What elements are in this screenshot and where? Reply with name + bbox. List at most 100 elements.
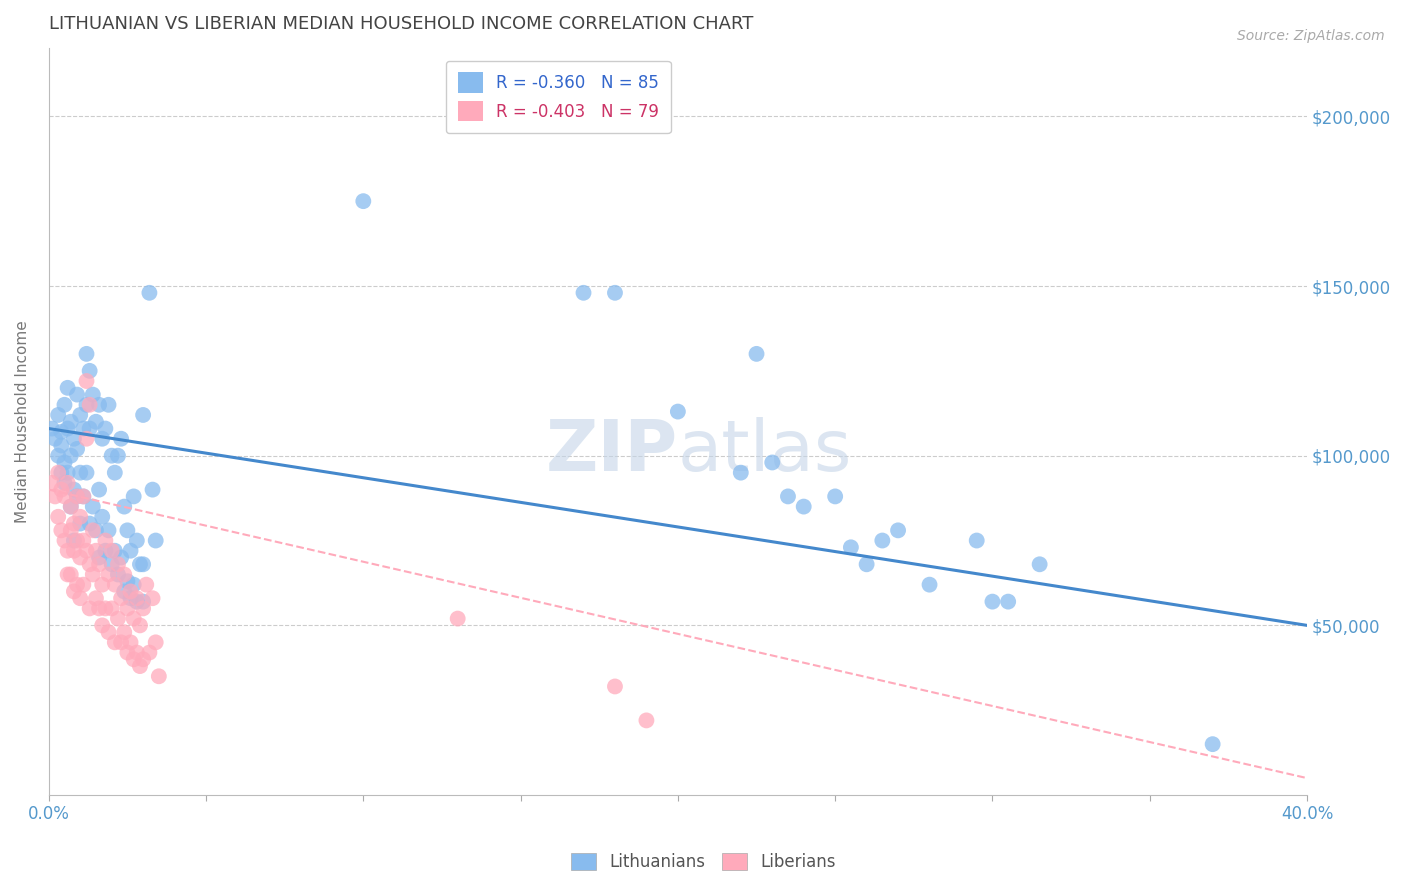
Point <box>125 533 148 548</box>
Point <box>745 347 768 361</box>
Point <box>76 398 98 412</box>
Point <box>100 601 122 615</box>
Point <box>87 558 110 572</box>
Point <box>125 591 148 606</box>
Point <box>59 524 82 538</box>
Point <box>79 364 101 378</box>
Point <box>56 381 79 395</box>
Point <box>44 490 66 504</box>
Point <box>447 611 470 625</box>
Point <box>148 669 170 683</box>
Point <box>104 635 127 649</box>
Point <box>104 466 127 480</box>
Point <box>84 591 107 606</box>
Point <box>56 466 79 480</box>
Point <box>79 398 101 412</box>
Point <box>129 558 152 572</box>
Point <box>603 285 626 300</box>
Point <box>56 543 79 558</box>
Point <box>79 601 101 615</box>
Point <box>69 509 91 524</box>
Point <box>120 635 142 649</box>
Point <box>51 466 73 480</box>
Point <box>117 524 139 538</box>
Point <box>100 449 122 463</box>
Point <box>87 398 110 412</box>
Point <box>84 524 107 538</box>
Point <box>135 577 157 591</box>
Point <box>63 432 86 446</box>
Point <box>59 567 82 582</box>
Point <box>97 398 120 412</box>
Point <box>72 577 94 591</box>
Point <box>1028 558 1050 572</box>
Point <box>122 652 145 666</box>
Point <box>66 577 89 591</box>
Point <box>59 415 82 429</box>
Point <box>122 490 145 504</box>
Legend: R = -0.360   N = 85, R = -0.403   N = 79: R = -0.360 N = 85, R = -0.403 N = 79 <box>446 61 671 133</box>
Point <box>120 591 142 606</box>
Point <box>53 398 76 412</box>
Point <box>94 601 117 615</box>
Point <box>122 577 145 591</box>
Point <box>76 347 98 361</box>
Point <box>110 591 132 606</box>
Point <box>100 558 122 572</box>
Point <box>84 415 107 429</box>
Point <box>572 285 595 300</box>
Point <box>142 591 165 606</box>
Point <box>82 567 104 582</box>
Point <box>69 591 91 606</box>
Point <box>887 524 910 538</box>
Point <box>82 524 104 538</box>
Point <box>132 652 155 666</box>
Text: atlas: atlas <box>678 417 852 486</box>
Point <box>107 567 129 582</box>
Point <box>44 432 66 446</box>
Point <box>112 567 135 582</box>
Point <box>125 646 148 660</box>
Point <box>72 490 94 504</box>
Y-axis label: Median Household Income: Median Household Income <box>15 320 30 523</box>
Point <box>110 432 132 446</box>
Point <box>82 500 104 514</box>
Point <box>56 567 79 582</box>
Point <box>79 516 101 531</box>
Point <box>46 509 69 524</box>
Point <box>53 490 76 504</box>
Point <box>63 584 86 599</box>
Point <box>91 432 114 446</box>
Point <box>59 500 82 514</box>
Point <box>997 594 1019 608</box>
Point <box>666 404 689 418</box>
Point <box>1201 737 1223 751</box>
Point <box>142 483 165 497</box>
Point <box>603 680 626 694</box>
Point <box>76 543 98 558</box>
Point <box>94 421 117 435</box>
Point <box>59 449 82 463</box>
Point <box>97 524 120 538</box>
Point <box>129 659 152 673</box>
Point <box>63 516 86 531</box>
Point <box>51 425 73 439</box>
Point <box>69 408 91 422</box>
Point <box>839 541 862 555</box>
Point <box>94 533 117 548</box>
Point <box>91 509 114 524</box>
Point <box>56 421 79 435</box>
Point <box>59 500 82 514</box>
Point <box>63 483 86 497</box>
Point <box>129 618 152 632</box>
Text: Source: ZipAtlas.com: Source: ZipAtlas.com <box>1237 29 1385 43</box>
Text: LITHUANIAN VS LIBERIAN MEDIAN HOUSEHOLD INCOME CORRELATION CHART: LITHUANIAN VS LIBERIAN MEDIAN HOUSEHOLD … <box>49 15 754 33</box>
Point <box>51 438 73 452</box>
Point <box>107 611 129 625</box>
Point <box>104 543 127 558</box>
Point <box>66 533 89 548</box>
Point <box>69 550 91 565</box>
Point <box>125 594 148 608</box>
Point <box>69 516 91 531</box>
Point <box>97 567 120 582</box>
